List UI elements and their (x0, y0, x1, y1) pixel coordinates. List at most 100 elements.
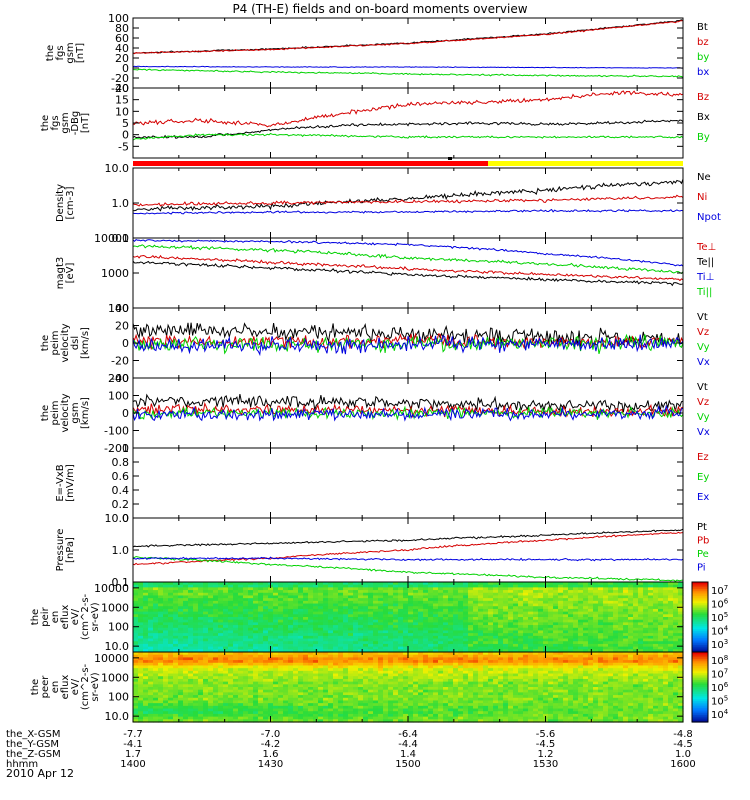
spectrogram-cell (148, 660, 154, 664)
spectrogram-cell (673, 643, 679, 648)
spectrogram-cell (383, 627, 389, 632)
spectrogram-cell (638, 630, 644, 634)
y-axis-label-line: gsm (65, 42, 76, 63)
spectrogram-cell (663, 649, 669, 653)
spectrogram-cell (498, 595, 504, 599)
spectrogram-cell (578, 600, 584, 605)
spectrogram-cell (403, 598, 409, 602)
spectrogram-cell (643, 627, 649, 632)
spectrogram-cell (363, 595, 369, 599)
spectrogram-cell (433, 619, 439, 623)
spectrogram-cell (223, 695, 229, 699)
spectrogram-cell (438, 643, 444, 648)
spectrogram-cell (143, 662, 149, 667)
spectrogram-cell (493, 592, 499, 597)
spectrogram-cell (338, 582, 344, 586)
spectrogram-cell (408, 582, 414, 586)
spectrogram-cell (223, 689, 229, 693)
spectrogram-cell (608, 638, 614, 642)
spectrogram-cell (208, 700, 214, 704)
spectrogram-cell (373, 611, 379, 615)
spectrogram-cell (218, 708, 224, 712)
spectrogram-cell (538, 614, 544, 618)
spectrogram-cell (293, 662, 299, 667)
spectrogram-cell (238, 643, 244, 648)
spectrogram-cell (483, 614, 489, 618)
spectrogram-cell (568, 592, 574, 597)
spectrogram-cell (243, 708, 249, 712)
spectrogram-cell (558, 603, 564, 607)
spectrogram-cell (178, 662, 184, 667)
spectrogram-cell (328, 665, 334, 669)
spectrogram-cell (218, 662, 224, 667)
spectrogram-cell (628, 643, 634, 648)
spectrogram-cell (318, 590, 324, 594)
spectrogram-cell (423, 630, 429, 634)
spectrogram-cell (143, 700, 149, 704)
spectrogram-cell (638, 590, 644, 594)
spectrogram-cell (478, 598, 484, 602)
spectrogram-cell (638, 643, 644, 648)
spectrogram-cell (403, 582, 409, 586)
spectrogram-cell (163, 608, 169, 613)
spectrogram-cell (443, 582, 449, 586)
spectrogram-cell (248, 692, 254, 696)
spectrogram-cell (273, 687, 279, 691)
spectrogram-cell (528, 582, 534, 586)
spectrogram-cell (363, 619, 369, 623)
spectrogram-cell (318, 625, 324, 629)
spectrogram-cell (373, 708, 379, 712)
spectrogram-cell (278, 695, 284, 699)
spectrogram-cell (208, 622, 214, 626)
colorbar-tick-exponent: 5 (724, 611, 728, 619)
spectrogram-cell (268, 703, 274, 707)
spectrogram-cell (668, 608, 674, 613)
spectrogram-cell (318, 646, 324, 650)
spectrogram-cell (313, 598, 319, 602)
spectrogram-cell (423, 684, 429, 688)
spectrogram-cell (268, 600, 274, 605)
spectrogram-cell (548, 614, 554, 618)
spectrogram-cell (163, 684, 169, 688)
spectrogram-cell (553, 587, 559, 591)
spectrogram-cell (263, 689, 269, 693)
spectrogram-cell (278, 684, 284, 688)
spectrogram-cell (233, 713, 239, 718)
spectrogram-cell (198, 662, 204, 667)
spectrogram-cell (653, 635, 659, 640)
spectrogram-cell (188, 584, 194, 588)
spectrogram-cell (398, 646, 404, 650)
spectrogram-cell (163, 582, 169, 586)
spectrogram-cell (413, 608, 419, 613)
spectrogram-cell (578, 635, 584, 640)
spectrogram-cell (488, 617, 494, 621)
spectrogram-cell (298, 700, 304, 704)
spectrogram-cell (448, 633, 454, 637)
spectrogram-cell (678, 608, 684, 613)
spectrogram-cell (253, 649, 259, 653)
spectrogram-cell (303, 695, 309, 699)
spectrogram-cell (208, 676, 214, 680)
spectrogram-cell (353, 625, 359, 629)
spectrogram-cell (523, 635, 529, 640)
spectrogram-cell (278, 635, 284, 640)
spectrogram-cell (503, 649, 509, 653)
spectrogram-cell (213, 657, 219, 661)
spectrogram-cell (623, 603, 629, 607)
spectrogram-cell (583, 617, 589, 621)
spectrogram-cell (363, 676, 369, 680)
spectrogram-cell (163, 635, 169, 640)
spectrogram-cell (523, 643, 529, 648)
spectrogram-cell (283, 633, 289, 637)
spectrogram-cell (313, 684, 319, 688)
spectrogram-cell (303, 582, 309, 586)
spectrogram-cell (148, 617, 154, 621)
colorbar-cell (692, 638, 708, 641)
spectrogram-cell (193, 649, 199, 653)
spectrogram-cell (433, 617, 439, 621)
spectrogram-cell (158, 592, 164, 597)
spectrogram-cell (368, 622, 374, 626)
spectrogram-cell (148, 606, 154, 610)
spectrogram-cell (583, 587, 589, 591)
spectrogram-cell (348, 608, 354, 613)
